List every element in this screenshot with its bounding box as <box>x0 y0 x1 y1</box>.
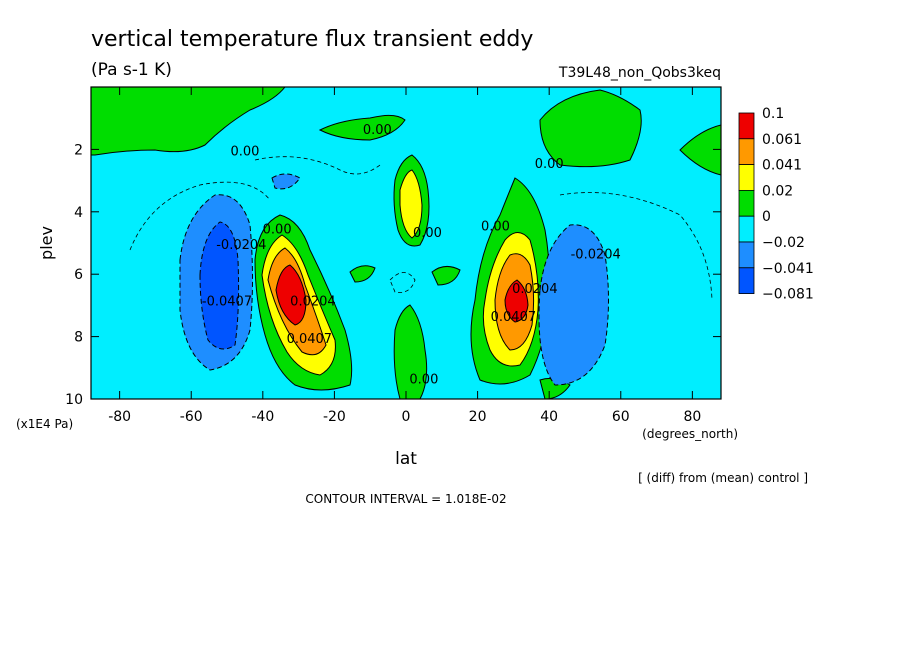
y-tick-label: 6 <box>74 267 83 283</box>
colorbar-level-label: 0.061 <box>762 132 802 148</box>
run-id-label: T39L48_non_Qobs3keq <box>558 65 721 81</box>
colorbar-level-label: 0.02 <box>762 183 793 199</box>
y-tick-label: 10 <box>65 392 83 408</box>
thin-contours <box>129 156 713 301</box>
contour-label: 0.00 <box>409 372 438 387</box>
contour-label: 0.00 <box>413 226 442 241</box>
x-tick-label: -80 <box>108 409 131 425</box>
units-label: (Pa s-1 K) <box>91 60 172 80</box>
colorbar-level-label: 0 <box>762 209 771 225</box>
x-tick-label: 0 <box>402 409 411 425</box>
contour-label: 0.0204 <box>512 282 558 297</box>
red-regions <box>275 264 529 326</box>
contour-label: 0.00 <box>481 220 510 235</box>
contour-label: 0.00 <box>230 145 259 160</box>
contour-label: 0.00 <box>535 157 564 172</box>
colorbar-swatch <box>738 112 755 140</box>
colorbar-swatch <box>738 215 755 243</box>
contour-labels: 0.000.000.000.00 0.00 0.000.00-0.0204-0.04… <box>202 123 621 388</box>
x-tick-label: 40 <box>540 409 558 425</box>
x-axis-label: lat <box>395 449 417 469</box>
strong-negative-regions <box>199 221 240 350</box>
x-tick-label: -20 <box>323 409 346 425</box>
contour-label: 0.0204 <box>290 294 336 309</box>
contour-label: -0.0407 <box>202 294 252 309</box>
colorbar-level-label: −0.041 <box>762 261 814 277</box>
contour-label: 0.0407 <box>491 310 537 325</box>
colorbar-level-label: −0.02 <box>762 235 805 251</box>
contour-label: 0.00 <box>263 223 292 238</box>
contour-interval: CONTOUR INTERVAL = 1.018E-02 <box>305 492 506 506</box>
y-tick-label: 4 <box>74 205 83 221</box>
contour-label: -0.0204 <box>216 238 266 253</box>
chart-title: vertical temperature flux transient eddy <box>91 27 533 52</box>
y-axis-units: (x1E4 Pa) <box>16 417 73 431</box>
contour-label: 0.0407 <box>287 332 333 347</box>
colorbar-swatch <box>738 241 755 269</box>
colorbar-swatch <box>738 267 755 294</box>
colorbar-level-label: 0.041 <box>762 158 802 174</box>
y-tick-label: 8 <box>74 330 83 346</box>
heatmap-field <box>91 87 721 399</box>
colorbar-level-label: −0.081 <box>762 287 814 303</box>
y-axis: 2 4 6 8 10 <box>65 142 721 408</box>
x-tick-label: -40 <box>251 409 274 425</box>
diff-note: [ (diff) from (mean) control ] <box>638 471 808 485</box>
y-tick-label: 2 <box>74 142 83 158</box>
colorbar-level-label: 0.1 <box>762 106 784 122</box>
colorbar: 0.1 0.061 0.041 0.02 0 −0.02 −0.041 −0.081 <box>738 106 814 303</box>
x-tick-label: 20 <box>469 409 487 425</box>
y-axis-label: plev <box>37 226 56 260</box>
colorbar-swatch <box>738 189 755 217</box>
x-tick-label: -60 <box>180 409 203 425</box>
colorbar-swatch <box>738 164 755 191</box>
x-tick-label: 60 <box>612 409 630 425</box>
x-axis-units: (degrees_north) <box>642 427 738 441</box>
colorbar-swatch <box>738 138 755 166</box>
x-axis: -80 -60 -40 -20 0 20 40 60 80 <box>108 87 701 425</box>
contour-label: 0.00 <box>363 123 392 138</box>
x-tick-label: 80 <box>683 409 701 425</box>
contour-label: -0.0204 <box>571 248 621 263</box>
